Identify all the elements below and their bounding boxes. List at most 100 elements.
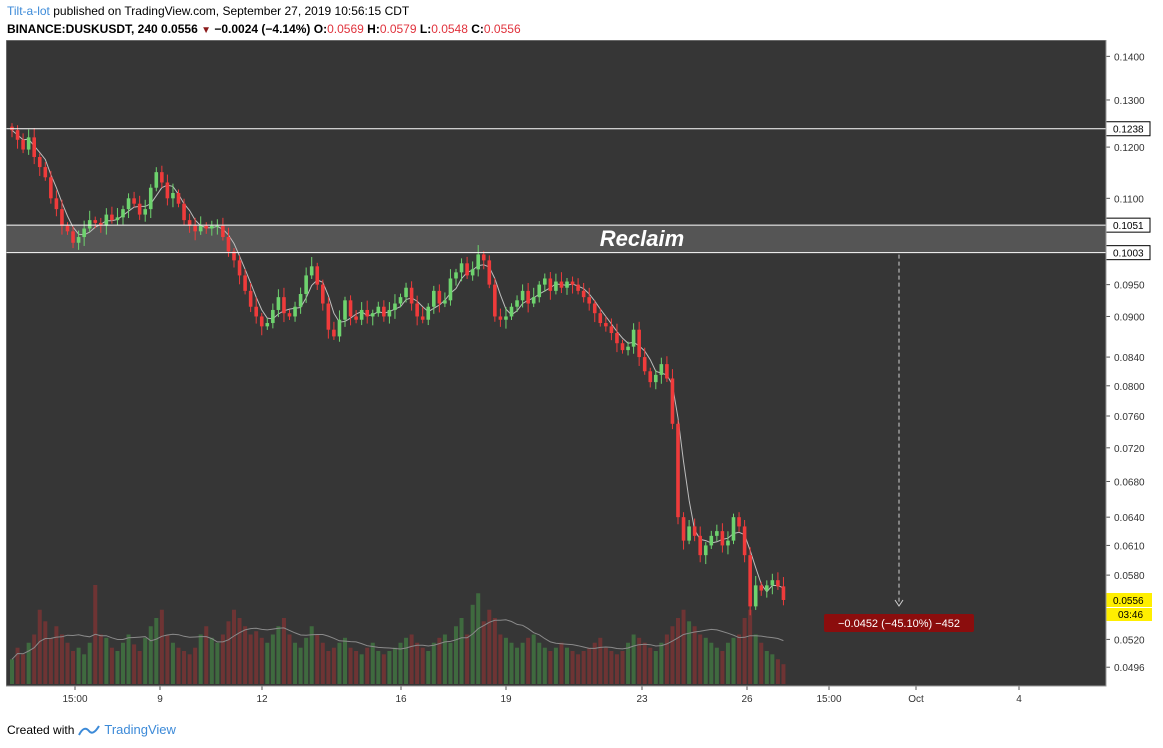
candle-body xyxy=(531,297,536,304)
volume-bar xyxy=(182,651,187,684)
volume-bar xyxy=(121,642,125,684)
volume-bar xyxy=(753,634,758,684)
volume-bar xyxy=(714,647,719,684)
candle-body xyxy=(604,323,608,327)
level-price-label: 0.1238 xyxy=(1113,125,1144,136)
candle-body xyxy=(631,329,636,347)
candle-body xyxy=(470,269,475,276)
candle-body xyxy=(343,300,347,320)
candle-body xyxy=(160,172,164,183)
candle-body xyxy=(254,306,258,317)
volume-bar xyxy=(21,654,26,684)
candle-body xyxy=(143,209,147,215)
countdown-label: 03:46 xyxy=(1118,610,1143,621)
candle-body xyxy=(82,228,86,238)
volume-bar xyxy=(631,634,636,684)
close-value: 0.0556 xyxy=(483,22,521,36)
y-tick-label: 0.0496 xyxy=(1114,663,1145,674)
volume-bar xyxy=(32,634,37,684)
candle-body xyxy=(193,225,197,232)
volume-bar xyxy=(437,637,442,684)
candle-body xyxy=(543,278,547,285)
y-tick-label: 0.0950 xyxy=(1114,281,1145,292)
candle-body xyxy=(165,182,170,199)
x-tick-label: 19 xyxy=(500,694,512,705)
volume-bar xyxy=(448,642,453,684)
candle-body xyxy=(692,526,697,536)
volume-bar xyxy=(71,651,76,684)
volume-bar xyxy=(637,637,642,684)
y-tick-label: 0.0520 xyxy=(1114,635,1145,646)
volume-bar xyxy=(420,647,425,684)
candle-body xyxy=(781,586,786,600)
candle-body xyxy=(393,303,397,310)
candle-body xyxy=(309,266,314,276)
volume-bar xyxy=(287,634,292,684)
measure-arrow-icon xyxy=(894,599,904,607)
volume-bar xyxy=(548,651,553,684)
candle-body xyxy=(526,290,530,304)
volume-bar xyxy=(320,642,325,684)
candle-body xyxy=(454,272,458,279)
volume-bar xyxy=(309,626,314,684)
candle-body xyxy=(21,139,25,150)
volume-bar xyxy=(243,626,248,684)
volume-bar xyxy=(276,626,281,684)
reclaim-label: Reclaim xyxy=(600,226,684,251)
candle-body xyxy=(753,585,758,607)
candle-body xyxy=(731,517,736,541)
price-chart[interactable]: 0.1238 0.1051 0.1003 0.1400 0.1300 0.1200 0.1… xyxy=(6,40,1157,712)
candle-body xyxy=(326,303,331,330)
volume-bar xyxy=(87,642,92,684)
volume-bar xyxy=(115,651,120,684)
candle-body xyxy=(332,329,336,337)
candle-body xyxy=(348,300,353,317)
candle-body xyxy=(620,343,625,351)
tradingview-logo-icon xyxy=(78,724,101,735)
y-tick-label: 0.0840 xyxy=(1114,353,1145,364)
candle-body xyxy=(476,254,480,270)
volume-bar xyxy=(487,609,492,684)
volume-bar xyxy=(326,651,331,684)
volume-bar xyxy=(498,634,503,684)
candle-body xyxy=(32,137,36,157)
volume-bar xyxy=(465,634,470,684)
candle-body xyxy=(570,281,575,285)
candle-body xyxy=(110,214,114,221)
y-tick-label: 0.1300 xyxy=(1114,96,1145,107)
symbol-name: BINANCE:DUSKUSDT, 240 xyxy=(7,22,158,36)
tradingview-brand[interactable]: TradingView xyxy=(104,722,176,737)
volume-bar xyxy=(503,637,508,684)
candle-body xyxy=(759,585,764,591)
volume-bar xyxy=(159,609,164,684)
candle-body xyxy=(171,192,175,199)
volume-bar xyxy=(692,626,697,684)
candle-body xyxy=(459,263,464,273)
measure-label-box xyxy=(824,613,974,632)
volume-bar xyxy=(553,647,558,684)
candle-body xyxy=(504,316,508,320)
candle-body xyxy=(99,222,103,226)
volume-bar xyxy=(215,642,220,684)
volume-bar xyxy=(104,637,109,684)
volume-bar xyxy=(592,642,597,684)
author-link[interactable]: Tilt-a-lot xyxy=(7,4,50,18)
y-tick-label: 0.0640 xyxy=(1114,513,1145,524)
volume-bar xyxy=(581,651,586,684)
x-tick-label: 16 xyxy=(395,694,407,705)
volume-bar xyxy=(54,626,59,684)
volume-bar xyxy=(354,651,359,684)
open-label: O: xyxy=(313,22,328,36)
candle-body xyxy=(515,300,519,307)
volume-bar xyxy=(76,647,81,684)
x-tick-label: 4 xyxy=(1016,694,1022,705)
candle-body xyxy=(537,284,542,298)
volume-bar xyxy=(565,647,569,684)
volume-bar xyxy=(748,609,753,684)
close-label: C: xyxy=(471,22,484,36)
volume-average-line xyxy=(11,619,784,660)
volume-bar xyxy=(137,651,142,684)
volume-bar xyxy=(664,634,669,684)
volume-bar xyxy=(442,634,447,684)
candle-body xyxy=(104,214,109,226)
